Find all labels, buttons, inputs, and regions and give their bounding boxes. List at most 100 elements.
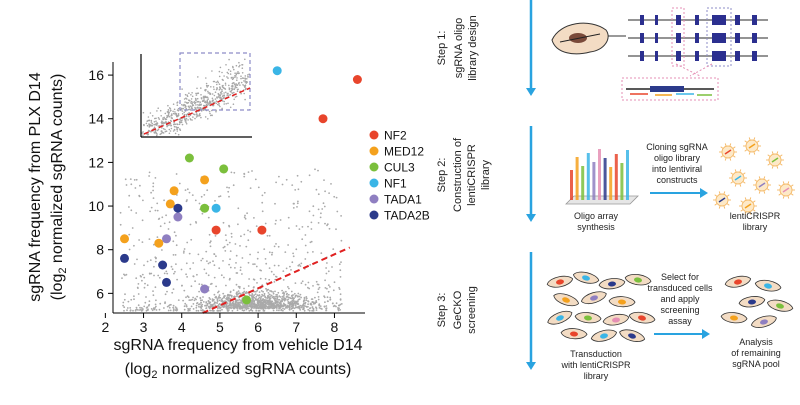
data-point-cul3 (200, 203, 210, 213)
inset-point (211, 114, 213, 116)
inset-point (244, 98, 246, 101)
background-point (307, 303, 309, 306)
inset-point (232, 103, 235, 105)
background-point (306, 251, 309, 254)
background-point (299, 309, 302, 311)
background-point (277, 291, 280, 294)
inset-point (201, 100, 204, 103)
background-point (324, 287, 327, 289)
background-point (252, 303, 255, 305)
background-point (208, 301, 211, 304)
inset-point (203, 95, 205, 98)
inset-point (176, 126, 178, 129)
background-point (302, 300, 305, 303)
inset-point (196, 113, 198, 115)
background-point (139, 306, 141, 309)
y-axis-label: sgRNA frequency from PLX D14 (27, 72, 44, 302)
background-point (323, 179, 325, 182)
background-point (245, 305, 248, 308)
background-point (252, 263, 255, 266)
background-point (200, 259, 203, 262)
background-point (292, 309, 295, 312)
inset-point (192, 116, 194, 118)
inset-point (227, 102, 229, 105)
inset-point (149, 123, 151, 126)
inset-point (233, 91, 235, 94)
inset-point (247, 76, 249, 78)
background-point (136, 286, 139, 289)
inset-point (162, 117, 164, 119)
background-point (170, 265, 173, 268)
inset-point (179, 128, 181, 130)
background-point (223, 305, 225, 307)
background-point (195, 304, 198, 307)
background-point (201, 257, 204, 260)
background-point (312, 301, 315, 304)
inset-point (172, 103, 175, 105)
data-point-nf2 (257, 225, 267, 235)
background-point (310, 298, 313, 300)
step2-desc-line2: lentiCRISPR (466, 144, 478, 206)
background-point (277, 303, 280, 306)
background-point (181, 284, 183, 287)
inset-point (233, 88, 236, 91)
virus-particle (743, 137, 761, 155)
inset-point (227, 68, 230, 71)
inset-point (205, 82, 208, 85)
x-tick-label: 6 (254, 319, 262, 335)
inset-point (181, 110, 184, 112)
background-point (307, 305, 309, 308)
background-point (237, 292, 240, 295)
background-point (163, 222, 166, 225)
background-point (175, 173, 178, 175)
oligo-array-illustration (565, 149, 639, 205)
cell (546, 275, 574, 288)
background-point (289, 304, 291, 306)
background-point (137, 293, 140, 295)
background-point (207, 274, 210, 277)
background-point (239, 308, 242, 310)
inset-point (226, 76, 228, 78)
background-point (148, 272, 151, 275)
background-point (146, 284, 149, 287)
background-point (287, 216, 290, 219)
gene-structure-diagram (628, 7, 768, 67)
background-point (134, 187, 137, 189)
background-point (282, 307, 284, 310)
inset-point (162, 132, 164, 134)
background-point (188, 252, 191, 255)
inset-point (209, 112, 211, 115)
background-point (143, 286, 146, 289)
background-point (312, 214, 315, 217)
background-point (266, 299, 269, 302)
inset-point (223, 103, 225, 105)
background-point (291, 303, 294, 306)
inset-point (190, 106, 193, 108)
background-point (326, 262, 328, 264)
background-point (124, 178, 127, 181)
background-point (139, 184, 141, 187)
inset-point (169, 130, 172, 132)
background-point (238, 287, 241, 289)
inset-point (236, 77, 238, 79)
background-point (194, 199, 197, 202)
background-point (309, 307, 312, 309)
inset-point (191, 95, 194, 98)
inset-point (232, 65, 234, 68)
y-ticks: 6 8 10 12 14 16 (88, 67, 113, 301)
background-point (297, 200, 299, 203)
background-point (283, 292, 285, 295)
background-point (198, 283, 201, 285)
background-point (287, 301, 290, 303)
background-point (236, 303, 238, 306)
background-point (215, 302, 217, 304)
background-point (205, 307, 208, 310)
inset-point (190, 107, 193, 110)
inset-point (194, 117, 196, 120)
inset-point (219, 88, 221, 91)
inset-point (227, 77, 229, 79)
background-point (130, 183, 133, 186)
background-point (197, 309, 200, 312)
background-point (166, 272, 169, 275)
inset-point (167, 124, 169, 127)
